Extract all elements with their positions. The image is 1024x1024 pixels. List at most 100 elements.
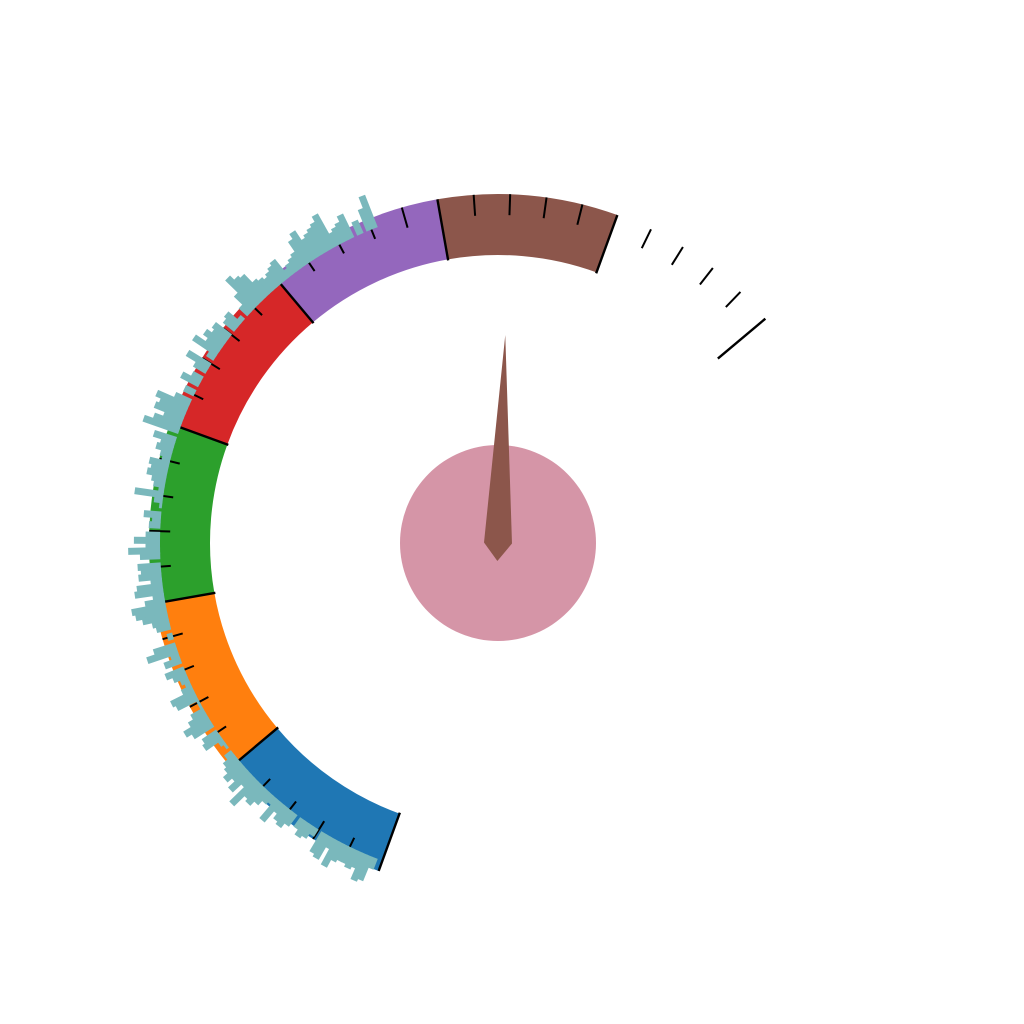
histogram-bar [151, 516, 162, 524]
histogram-bar [210, 328, 229, 345]
histogram-bar [153, 495, 164, 504]
histogram-bar [159, 448, 173, 459]
histogram-bar [229, 777, 260, 807]
histogram-bar [175, 694, 199, 712]
histogram-bar [245, 784, 267, 806]
histogram-bar [240, 773, 256, 789]
histogram-bar [282, 266, 294, 279]
minor-tick [472, 194, 477, 216]
histogram-bar [173, 391, 193, 406]
histogram-bar [303, 231, 323, 258]
minor-tick [640, 228, 652, 249]
histogram-bar [153, 479, 166, 489]
histogram-bar [356, 854, 374, 882]
histogram-bar [260, 791, 274, 805]
minor-tick [576, 204, 584, 225]
minor-tick [312, 820, 326, 840]
histogram-bar [152, 412, 183, 430]
histogram-bar [164, 666, 186, 681]
gauge-band-3 [149, 423, 228, 604]
minor-tick [149, 529, 171, 533]
gauge-band-2 [154, 593, 278, 768]
major-tick [595, 214, 619, 274]
histogram-bar [256, 277, 274, 295]
histogram-bar [238, 303, 252, 317]
histogram-bar [128, 547, 161, 555]
histogram-bar [131, 602, 167, 617]
histogram-bar [253, 787, 271, 806]
histogram-bar [259, 798, 282, 823]
histogram-bar [158, 397, 188, 415]
minor-tick [508, 194, 512, 216]
histogram-bar [136, 582, 164, 593]
histogram-bar [192, 360, 209, 374]
gauge-band-1 [230, 728, 400, 871]
histogram-bar [330, 226, 346, 245]
histogram-bar [202, 733, 223, 752]
histogram-bar [287, 238, 311, 266]
histogram-bar [306, 226, 328, 255]
histogram-bar [312, 833, 332, 860]
histogram-bar [201, 729, 220, 745]
histogram-bar [180, 371, 202, 388]
histogram-bar [251, 278, 271, 299]
histogram-bar [153, 401, 186, 420]
histogram-bar [150, 462, 169, 474]
histogram-bar [293, 817, 306, 831]
minor-tick [400, 207, 409, 228]
histogram-bar [205, 350, 218, 361]
histogram-bar [335, 843, 350, 863]
histogram-bar [266, 794, 278, 806]
histogram-bar [329, 841, 346, 863]
histogram-bar [350, 852, 369, 882]
histogram-bar [148, 521, 161, 529]
histogram-bar [152, 429, 178, 444]
histogram-bar [233, 275, 263, 306]
histogram-bar [179, 675, 190, 686]
histogram-bar [236, 314, 246, 325]
minor-tick [542, 197, 548, 219]
major-tick [377, 812, 401, 872]
histogram-bar [222, 761, 246, 783]
histogram-bar [151, 473, 167, 484]
histogram-bar [211, 322, 233, 340]
histogram-bar [217, 737, 226, 747]
histogram-bar [195, 698, 202, 707]
histogram-bar [162, 410, 184, 425]
histogram-bar [152, 642, 178, 657]
histogram-bar [273, 804, 290, 823]
histogram-bar [150, 577, 163, 586]
histogram-bar [183, 716, 212, 738]
histogram-bar [159, 437, 176, 449]
histogram-bar [308, 825, 319, 837]
histogram-bar [183, 384, 197, 397]
histogram-bar [161, 454, 172, 464]
histogram-bar [204, 336, 223, 353]
histogram-bar [146, 467, 168, 479]
histogram-bar [197, 703, 204, 711]
histogram-bar [367, 856, 378, 870]
histogram-bar [320, 838, 341, 868]
histogram-bar [134, 587, 164, 599]
histogram-bar [139, 552, 161, 560]
histogram-bar [185, 349, 212, 370]
histogram-bar [294, 820, 311, 839]
histogram-bar [187, 712, 209, 729]
histogram-bar [311, 213, 337, 250]
histogram-bar [134, 487, 164, 499]
histogram-bar [289, 230, 315, 264]
histogram-bar [357, 207, 374, 232]
gauge-band-5 [273, 199, 448, 323]
histogram-bar [223, 311, 242, 328]
histogram-bar [300, 822, 315, 839]
histogram-bar [163, 656, 183, 670]
histogram-bar [350, 850, 364, 870]
histogram-bar [152, 592, 165, 602]
major-tick [717, 317, 767, 360]
minor-tick [699, 267, 714, 286]
histogram-bar [151, 617, 170, 629]
histogram-bar [224, 750, 236, 762]
histogram-bar [190, 720, 215, 740]
minor-tick [670, 246, 684, 266]
histogram-bar [140, 567, 162, 577]
